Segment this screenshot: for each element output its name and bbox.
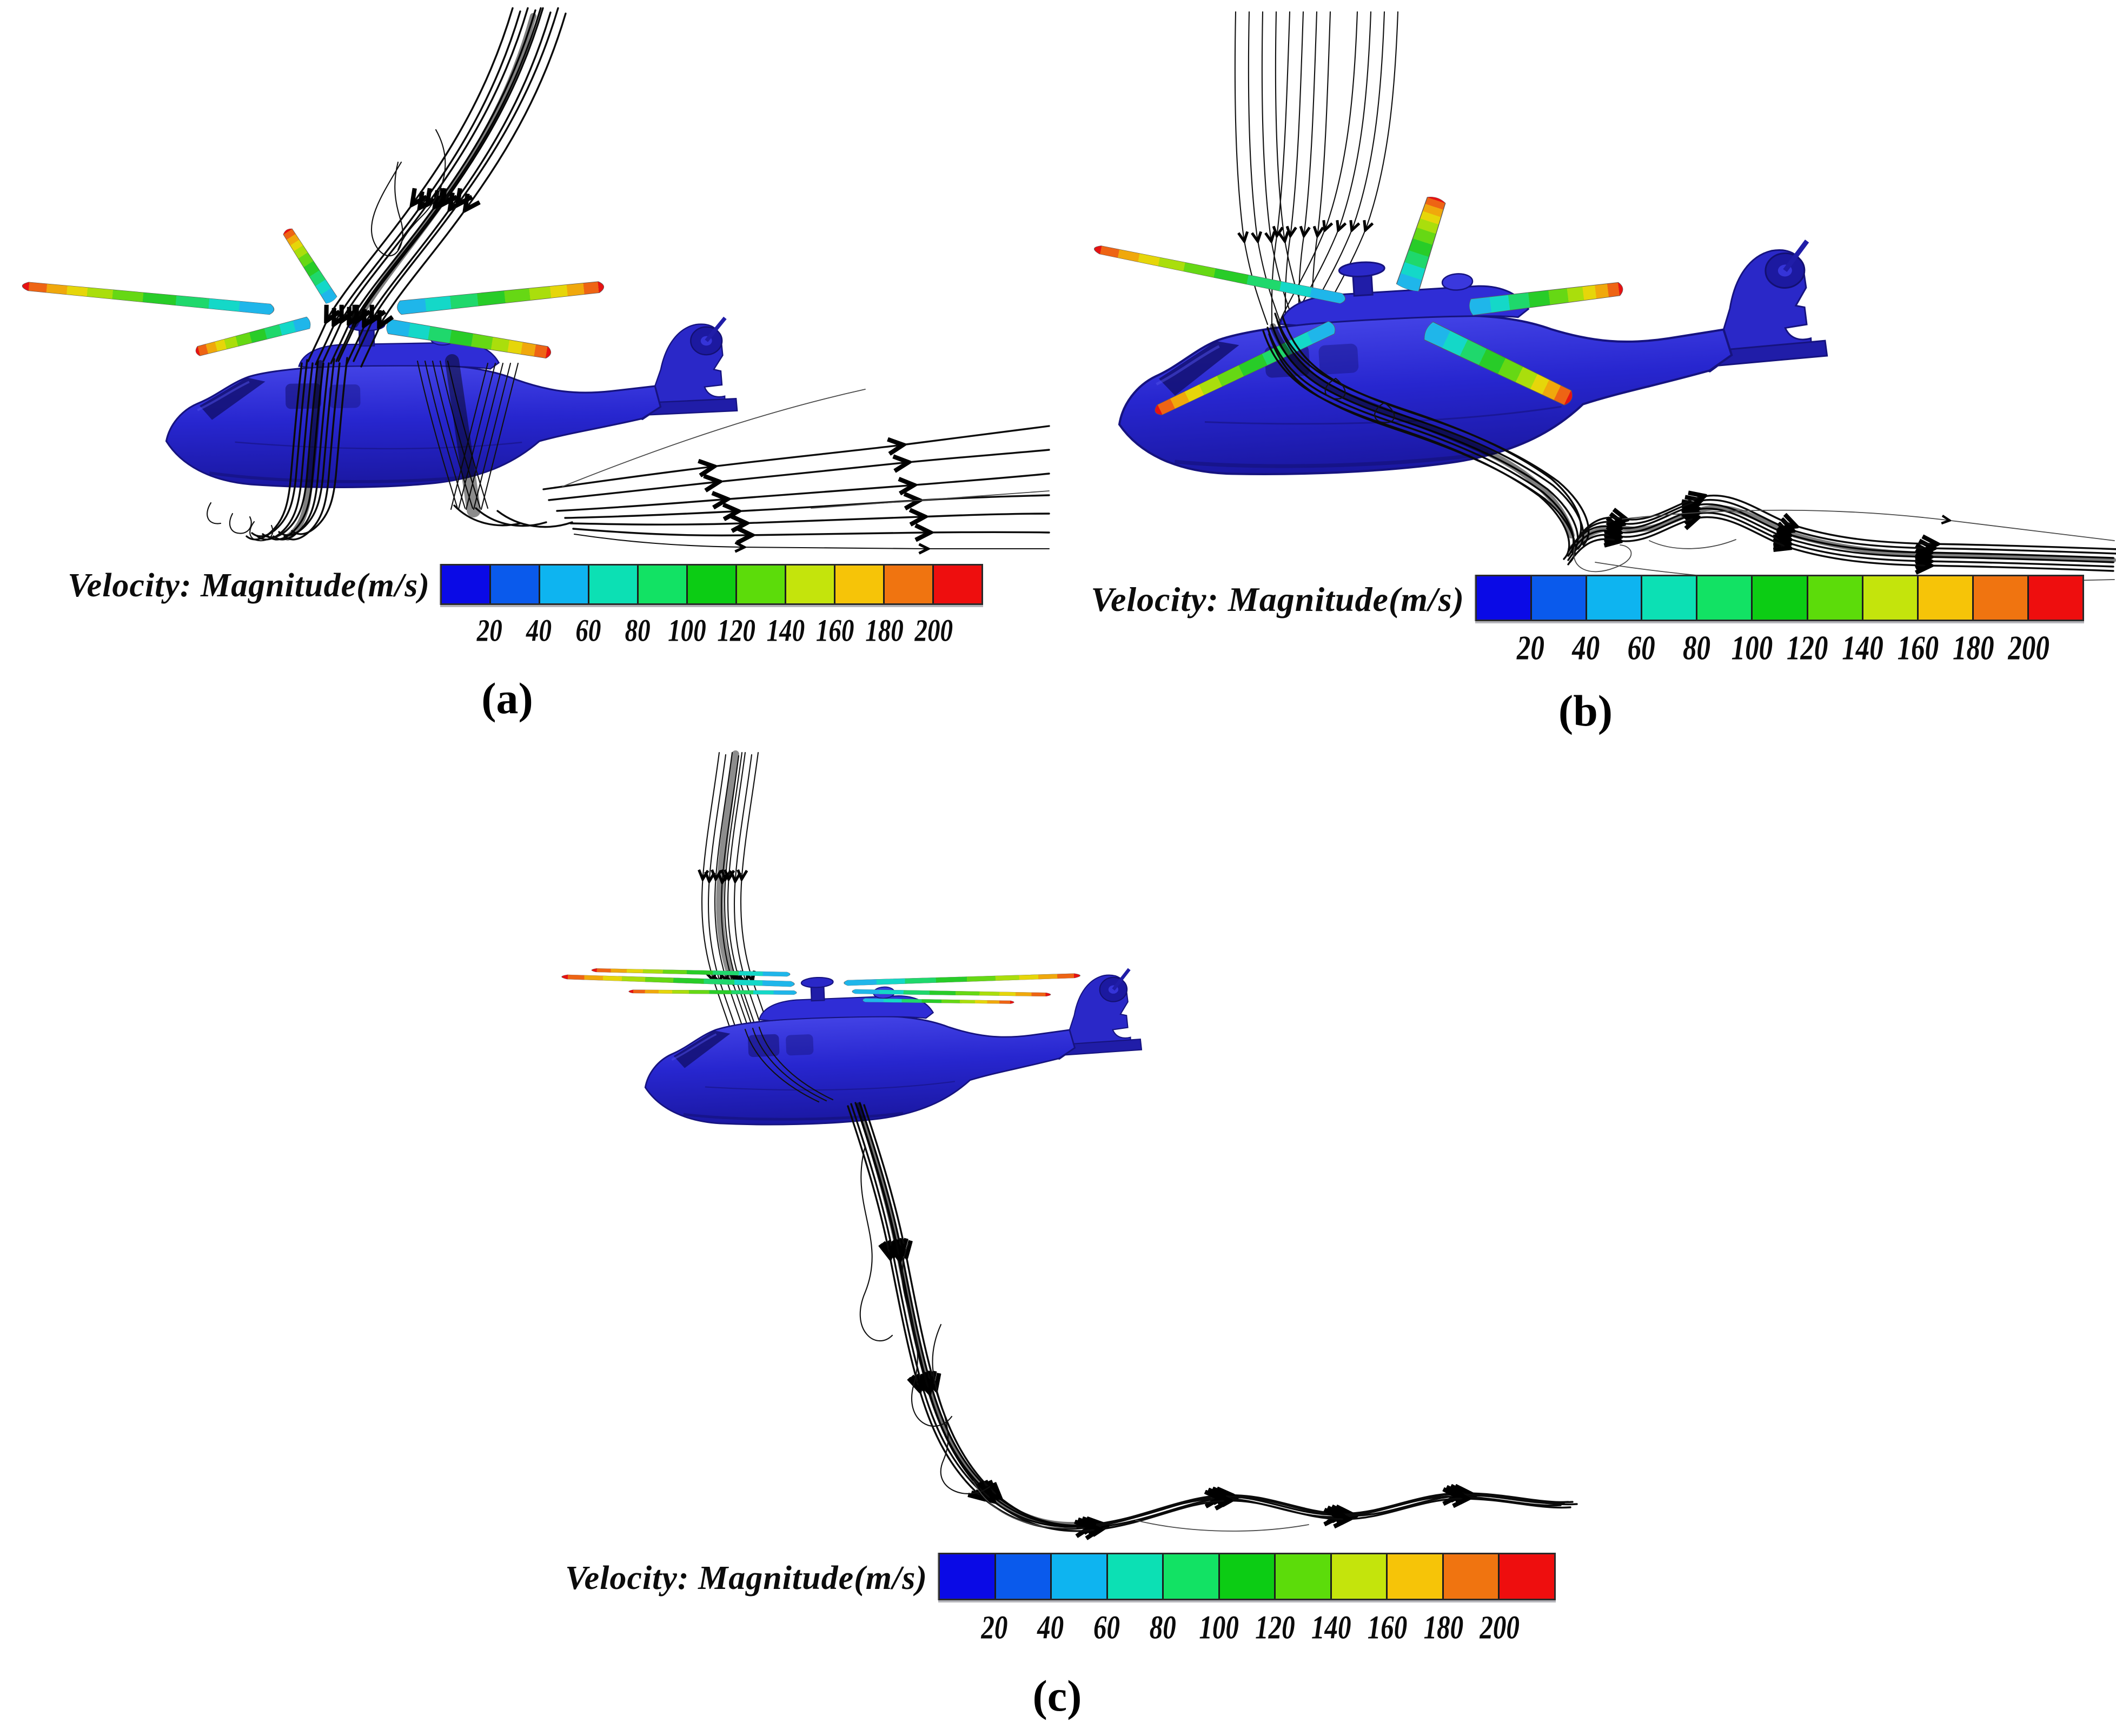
colorbar-tick: 180 — [1423, 1608, 1464, 1646]
colorbar-segment — [1331, 1554, 1388, 1599]
inflow-column-c — [702, 750, 769, 1032]
panel-c-scene — [561, 750, 1595, 1557]
colorbar-label-a: Velocity: Magnitude(m/s) — [68, 567, 430, 604]
caption-b: (b) — [1558, 686, 1613, 735]
rotor-blades-a — [21, 226, 605, 361]
colorbar-tick: 120 — [1255, 1608, 1295, 1646]
colorbar-tick: 140 — [766, 613, 805, 649]
colorbar-segment — [1052, 1554, 1108, 1599]
colorbar-segment — [1863, 576, 1919, 620]
colorbar-tick: 200 — [914, 613, 953, 649]
colorbar-tick: 40 — [1572, 629, 1600, 668]
colorbar-segment — [2028, 576, 2083, 620]
colorbar-tick: 60 — [575, 613, 601, 649]
colorbar-segment — [1500, 1554, 1555, 1599]
colorbar-segment — [1388, 1554, 1444, 1599]
colorbar-tick: 180 — [865, 613, 904, 649]
colorbar-segment — [940, 1554, 996, 1599]
colorbar-segment — [1532, 576, 1588, 620]
colorbar-segment — [1276, 1554, 1332, 1599]
colorbar-tick: 40 — [526, 613, 552, 649]
colorbar-tick: 20 — [476, 613, 502, 649]
colorbar-segment — [1642, 576, 1698, 620]
colorbar-segment — [786, 566, 835, 603]
colorbar-segment — [1219, 1554, 1276, 1599]
colorbar-segment — [934, 566, 981, 603]
colorbar-tick: 140 — [1842, 629, 1883, 668]
colorbar-segment — [1164, 1554, 1220, 1599]
colorbar-tick: 140 — [1311, 1608, 1351, 1646]
streamlines-a — [207, 7, 1050, 549]
colorbar-segment — [1697, 576, 1753, 620]
colorbar-tick: 120 — [1786, 629, 1828, 668]
colorbar-segment — [1753, 576, 1808, 620]
colorbar-tick: 160 — [815, 613, 854, 649]
colorbar-segment — [1587, 576, 1643, 620]
panel-a-scene — [21, 7, 1050, 562]
colorbar-segment — [1973, 576, 2029, 620]
colorbar-segment — [1477, 576, 1533, 620]
colorbar-ticks-b: 20 40 60 80 100 120 140 160 180 200 — [1475, 629, 2084, 667]
colorbar-tick: 60 — [1627, 629, 1655, 668]
colorbar-segment — [1443, 1554, 1500, 1599]
colorbar-tick: 100 — [668, 613, 706, 649]
colorbar-segment — [835, 566, 885, 603]
colorbar-segment — [1107, 1554, 1164, 1599]
streamlines-c — [744, 1026, 1577, 1531]
colorbar-tick: 160 — [1367, 1608, 1408, 1646]
colorbar-a — [440, 564, 983, 605]
colorbar-tick: 200 — [2008, 629, 2049, 668]
colorbar-tick: 100 — [1731, 629, 1773, 668]
colorbar-tick: 100 — [1199, 1608, 1239, 1646]
streamlines-b — [1262, 312, 2116, 584]
colorbar-label-b: Velocity: Magnitude(m/s) — [1091, 580, 1464, 618]
colorbar-tick: 60 — [1093, 1608, 1120, 1646]
colorbar-b — [1475, 575, 2084, 621]
colorbar-segment — [1808, 576, 1863, 620]
colorbar-tick: 80 — [1682, 629, 1710, 668]
colorbar-segment — [737, 566, 786, 603]
caption-c: (c) — [1032, 1671, 1082, 1720]
colorbar-tick: 160 — [1897, 629, 1939, 668]
colorbar-tick: 80 — [1149, 1608, 1176, 1646]
colorbar-tick: 20 — [981, 1608, 1008, 1646]
colorbar-c — [938, 1553, 1556, 1600]
panel-b-scene — [1093, 11, 2116, 595]
colorbar-segment — [885, 566, 934, 603]
colorbar-segment — [639, 566, 688, 603]
colorbar-ticks-a: 20 40 60 80 100 120 140 160 180 200 — [440, 613, 983, 648]
colorbar-label-c: Velocity: Magnitude(m/s) — [565, 1560, 927, 1597]
colorbar-tick: 120 — [717, 613, 755, 649]
colorbar-tick: 20 — [1516, 629, 1544, 668]
colorbar-segment — [996, 1554, 1052, 1599]
colorbar-segment — [688, 566, 737, 603]
colorbar-tick: 40 — [1037, 1608, 1064, 1646]
colorbar-segment — [589, 566, 639, 603]
caption-a: (a) — [481, 674, 533, 723]
colorbar-tick: 200 — [1480, 1608, 1520, 1646]
colorbar-tick: 180 — [1953, 629, 1994, 668]
colorbar-segment — [491, 566, 540, 603]
colorbar-segment — [1918, 576, 1974, 620]
colorbar-ticks-c: 20 40 60 80 100 120 140 160 180 200 — [938, 1608, 1556, 1646]
colorbar-segment — [540, 566, 589, 603]
colorbar-tick: 80 — [625, 613, 651, 649]
colorbar-segment — [442, 566, 491, 603]
